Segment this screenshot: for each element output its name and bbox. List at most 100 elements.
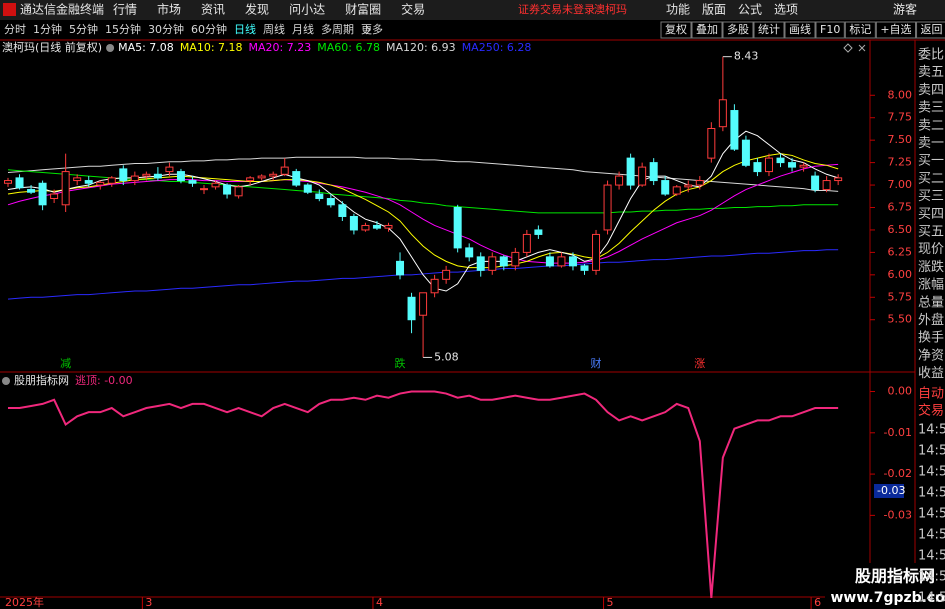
event-marker: 涨 bbox=[694, 357, 705, 370]
candle-body bbox=[361, 224, 370, 231]
event-marker: 跌 bbox=[395, 356, 406, 370]
legend-toggle[interactable] bbox=[106, 44, 115, 52]
toolbar-button[interactable] bbox=[753, 21, 785, 39]
period-tab[interactable]: 更多 bbox=[361, 22, 383, 36]
legend-entry: MA250: 6.28 bbox=[462, 41, 532, 54]
candle-body bbox=[511, 251, 520, 267]
legend-entry: MA10: 7.18 bbox=[180, 41, 243, 54]
period-tab[interactable]: 15分钟 bbox=[105, 22, 141, 36]
y-tick-label: 7.00 bbox=[888, 178, 913, 191]
indicator-toggle[interactable] bbox=[2, 377, 10, 385]
menu-item[interactable]: 问小达 bbox=[289, 3, 325, 17]
candle-body bbox=[292, 171, 301, 186]
period-tab[interactable]: 5分钟 bbox=[69, 22, 98, 36]
title-bar bbox=[0, 0, 945, 20]
candle-body bbox=[488, 256, 497, 271]
ma-line bbox=[7, 163, 839, 264]
toolbar-button-label: 统计 bbox=[758, 23, 780, 36]
candle-body bbox=[223, 184, 232, 195]
quote-label: 现价 bbox=[918, 242, 944, 257]
x-tick-label: 4 bbox=[376, 596, 383, 609]
y-tick-label: -0.02 bbox=[884, 467, 912, 480]
candle-body bbox=[188, 180, 197, 184]
menu-item[interactable]: 发现 bbox=[245, 2, 269, 17]
menu-item[interactable]: 功能 bbox=[666, 3, 690, 17]
trade-status[interactable]: 证券交易未登录 bbox=[518, 2, 595, 16]
toolbar-button[interactable] bbox=[660, 21, 692, 39]
toolbar-button-label: 复权 bbox=[665, 22, 687, 36]
toolbar-button-label: 画线 bbox=[789, 22, 811, 36]
candle-body bbox=[246, 177, 255, 182]
candle-body bbox=[695, 180, 704, 186]
quote-label: 买二 bbox=[918, 171, 944, 186]
period-tab[interactable]: 60分钟 bbox=[191, 22, 227, 36]
menu-item[interactable]: 市场 bbox=[157, 2, 181, 17]
toolbar-button[interactable] bbox=[691, 21, 723, 39]
toolbar-button-label: 叠加 bbox=[696, 23, 718, 36]
more-chevron[interactable] bbox=[365, 25, 371, 35]
quote-label: 换手 bbox=[918, 331, 944, 346]
watermark-url: www.7gpzb.com bbox=[830, 590, 945, 606]
trade-label[interactable]: 自动 bbox=[918, 387, 944, 402]
candle-body bbox=[280, 166, 289, 175]
watermark-name: 股朋指标网 bbox=[855, 567, 935, 586]
candle-body bbox=[303, 184, 312, 193]
menu-item[interactable]: 行情 bbox=[113, 3, 137, 17]
toolbar-button[interactable] bbox=[916, 21, 945, 39]
period-tab[interactable]: 分时 bbox=[4, 23, 26, 36]
quote-label: 买五 bbox=[918, 225, 944, 240]
pane-option-icon[interactable] bbox=[843, 43, 853, 53]
y-tick-label: 6.75 bbox=[888, 201, 913, 214]
time-label: 14:56 bbox=[918, 486, 945, 501]
candle-body bbox=[557, 256, 566, 267]
candle-body bbox=[672, 186, 681, 195]
menu-item[interactable]: 选项 bbox=[774, 3, 798, 17]
y-tick-label: 5.50 bbox=[888, 313, 913, 326]
toolbar-button[interactable] bbox=[875, 21, 917, 39]
quote-label: 买四 bbox=[918, 207, 944, 222]
time-label: 14:56 bbox=[918, 465, 945, 480]
menu-item[interactable]: 版面 bbox=[702, 3, 726, 17]
candle-body bbox=[568, 256, 577, 267]
user[interactable]: 游客 bbox=[893, 2, 917, 17]
period-tab[interactable]: 1分钟 bbox=[33, 22, 62, 36]
y-tick-label: 6.25 bbox=[888, 245, 913, 258]
period-tab[interactable]: 30分钟 bbox=[148, 22, 184, 36]
menu-item[interactable]: 财富圈 bbox=[345, 2, 381, 17]
candle-body bbox=[592, 233, 601, 271]
menu-item[interactable]: 资讯 bbox=[201, 3, 225, 17]
candle-body bbox=[661, 180, 670, 195]
y-tick-label: 7.50 bbox=[888, 133, 913, 146]
candle-body bbox=[741, 139, 750, 166]
trade-label[interactable]: 交易 bbox=[918, 403, 944, 419]
toolbar-button[interactable] bbox=[722, 21, 754, 39]
ma-line bbox=[8, 390, 839, 599]
watermark-box bbox=[825, 563, 945, 609]
toolbar-button[interactable] bbox=[844, 21, 876, 39]
candle-body bbox=[799, 164, 808, 168]
candle-body bbox=[430, 278, 439, 294]
y-tick-label: 6.00 bbox=[888, 268, 913, 281]
toolbar-button[interactable] bbox=[815, 21, 845, 39]
chart-title: 澳柯玛(日线 前复权) bbox=[2, 40, 102, 54]
menu-item[interactable]: 交易 bbox=[401, 2, 425, 17]
toolbar-button-label: +自选 bbox=[880, 23, 911, 36]
candle-body bbox=[96, 181, 105, 186]
stock-name: 澳柯玛 bbox=[594, 3, 627, 16]
menu-item[interactable]: 公式 bbox=[738, 3, 762, 17]
quote-label: 卖二 bbox=[918, 118, 944, 133]
legend-entry: MA120: 6.93 bbox=[386, 41, 456, 54]
y-tick-label: 7.75 bbox=[888, 111, 913, 124]
period-tab[interactable]: 周线 bbox=[263, 22, 285, 36]
time-label: 14:56 bbox=[918, 570, 945, 585]
toolbar-button[interactable] bbox=[784, 21, 816, 39]
pane-close-icon[interactable] bbox=[858, 44, 866, 52]
candle-body bbox=[822, 180, 831, 191]
period-tab[interactable]: 日线 bbox=[234, 22, 256, 36]
period-tab[interactable]: 多周期 bbox=[321, 22, 354, 36]
time-label: 14:56 bbox=[918, 591, 945, 606]
legend-entry: MA20: 7.23 bbox=[249, 41, 312, 54]
candle-body bbox=[522, 233, 531, 253]
time-label: 14:56 bbox=[918, 444, 945, 459]
period-tab[interactable]: 月线 bbox=[292, 22, 314, 36]
